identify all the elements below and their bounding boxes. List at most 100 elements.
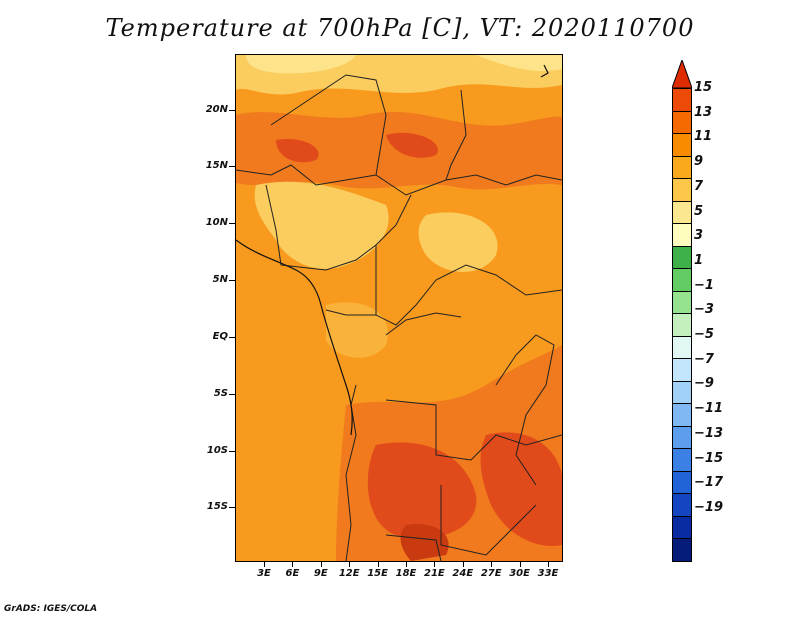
colorbar-label: 15	[694, 80, 713, 95]
colorbar-label: −13	[694, 425, 723, 441]
latitude-label: 15N	[205, 160, 228, 171]
colorbar-label: 7	[694, 178, 704, 194]
colorbar-swatch	[672, 515, 692, 539]
colorbar-label: −1	[694, 277, 714, 293]
latitude-label: 10N	[205, 217, 228, 228]
border-12	[385, 534, 442, 561]
colorbar-swatch	[672, 223, 692, 247]
longitude-tick	[491, 562, 493, 567]
colorbar-swatch	[672, 448, 692, 472]
border-3	[375, 174, 562, 196]
border-2	[445, 89, 467, 181]
colorbar-label: −3	[694, 302, 714, 318]
latitude-label: 10S	[206, 445, 228, 456]
latitude-tick	[229, 507, 235, 508]
longitude-label: 12E	[338, 568, 360, 579]
country-borders	[236, 74, 562, 561]
colorbar-swatch	[672, 335, 692, 359]
longitude-label: 3E	[257, 568, 271, 579]
border-8	[325, 309, 376, 316]
footer-credit: GrADS: IGES/COLA	[4, 604, 98, 614]
longitude-tick	[434, 562, 436, 567]
field-cool-west	[254, 181, 389, 269]
colorbar-label: −17	[694, 475, 723, 491]
latitude-tick	[229, 337, 235, 338]
colorbar-swatch	[672, 133, 692, 157]
latitude-label: EQ	[212, 331, 228, 342]
border-10	[385, 399, 562, 461]
field-pale-north	[246, 55, 356, 74]
longitude-tick	[462, 562, 464, 567]
colorbar-swatch	[672, 380, 692, 404]
coast-ne	[540, 64, 549, 78]
border-13	[515, 334, 555, 486]
border-15	[385, 312, 462, 336]
colorbar-label: −7	[694, 351, 714, 367]
latitude-label: 5N	[212, 274, 228, 285]
longitude-tick	[406, 562, 407, 567]
map-canvas	[236, 55, 562, 561]
longitude-label: 6E	[285, 568, 300, 579]
latitude-label: 20N	[205, 104, 228, 115]
field-pale-ne	[476, 55, 562, 72]
colorbar-swatch	[672, 493, 692, 517]
colorbar-swatch	[672, 268, 692, 292]
border-7	[375, 245, 562, 326]
coast-west	[236, 239, 353, 436]
field-hot-1	[276, 139, 319, 163]
colorbar-label: 3	[694, 228, 704, 244]
latitude-tick	[229, 166, 235, 167]
colorbar-swatch	[672, 470, 692, 494]
temperature-map	[235, 54, 563, 562]
colorbar-swatch	[672, 358, 692, 382]
colorbar-swatch	[672, 313, 692, 337]
map-title: Temperature at 700hPa [C], VT: 202011070…	[105, 14, 695, 42]
colorbar-swatch	[672, 88, 692, 112]
border-1	[270, 74, 387, 176]
colorbar-label: −5	[694, 327, 714, 342]
colorbar-label: 13	[694, 104, 713, 120]
longitude-tick	[349, 562, 351, 567]
field-hot-2	[386, 132, 438, 158]
colorbar-swatch	[672, 538, 692, 562]
longitude-label: 9E	[313, 568, 328, 579]
latitude-tick	[229, 280, 235, 281]
longitude-tick	[548, 562, 549, 567]
latitude-tick	[229, 394, 235, 395]
longitude-tick	[519, 562, 521, 567]
longitude-label: 24E	[452, 568, 474, 579]
latitude-tick	[229, 110, 235, 111]
longitude-tick	[264, 562, 265, 567]
colorbar-swatch	[672, 178, 692, 202]
coastline	[236, 64, 549, 436]
latitude-tick	[229, 451, 235, 452]
border-4	[236, 164, 377, 186]
latitude-label: 5S	[213, 388, 228, 399]
border-6	[280, 194, 412, 271]
longitude-tick	[292, 562, 294, 567]
field-hot-south-1	[367, 442, 477, 539]
border-14	[495, 354, 517, 386]
colorbar-swatch	[672, 155, 692, 179]
colorbar-swatch	[672, 245, 692, 269]
longitude-tick	[320, 562, 322, 567]
colorbar-label: −15	[694, 450, 723, 466]
colorbar-label: 1	[694, 252, 704, 268]
colorbar-swatch	[672, 110, 692, 134]
colorbar-swatch	[672, 200, 692, 224]
colorbar-swatch	[672, 425, 692, 449]
field-hottest	[400, 524, 449, 561]
longitude-label: 33E	[537, 568, 559, 579]
colorbar-label: 5	[694, 203, 704, 219]
colorbar-swatch	[672, 290, 692, 314]
field-hot-south-2	[480, 432, 562, 546]
longitude-label: 15E	[367, 568, 388, 579]
longitude-label: 21E	[424, 568, 445, 579]
field-cool-central	[418, 212, 498, 272]
longitude-label: 18E	[395, 568, 417, 579]
longitude-label: 30E	[509, 568, 530, 579]
longitude-tick	[377, 562, 379, 567]
colorbar-label: −19	[694, 499, 723, 515]
colorbar-label: −9	[694, 376, 714, 392]
longitude-label: 27E	[480, 568, 502, 579]
